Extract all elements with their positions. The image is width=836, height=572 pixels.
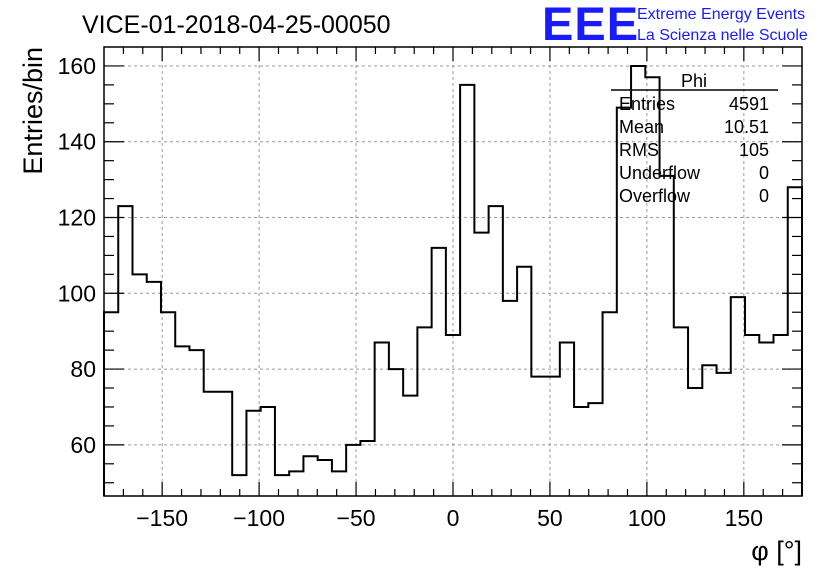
plot-frame xyxy=(103,46,803,497)
x-axis-label: φ [°] xyxy=(751,536,802,566)
y-tick-label: 80 xyxy=(70,356,96,382)
stats-box: Phi Entries 4591 Mean 10.51 RMS 105 Underflow 0… xyxy=(611,71,778,206)
histogram-bin xyxy=(204,392,218,496)
stats-row-value: 105 xyxy=(739,140,769,160)
histogram-bin xyxy=(745,335,759,496)
histogram-bin xyxy=(147,282,161,496)
histogram-bin xyxy=(489,206,503,496)
y-tick-label: 100 xyxy=(58,280,96,306)
stats-row-label: Mean xyxy=(619,117,664,137)
histogram-bin xyxy=(574,407,588,496)
stats-row-label: RMS xyxy=(619,140,659,160)
grid-lines xyxy=(104,47,802,496)
logo-line2: La Scienza nelle Scuole xyxy=(637,27,808,44)
stats-row-value: 4591 xyxy=(729,94,769,114)
histogram-bin xyxy=(717,373,731,496)
histogram-outline xyxy=(103,64,803,496)
histogram-bin xyxy=(788,187,802,496)
histogram-bin xyxy=(318,460,332,496)
histogram-bin xyxy=(603,312,617,496)
histogram-bin xyxy=(132,274,146,496)
histogram-bin xyxy=(731,297,745,496)
stats-row-label: Overflow xyxy=(619,186,691,206)
histogram-series xyxy=(103,64,803,496)
histogram-bin xyxy=(688,388,702,496)
histogram-bin xyxy=(360,441,374,496)
histogram-bin xyxy=(389,369,403,496)
histogram-bin xyxy=(531,377,545,496)
x-tick-label: 150 xyxy=(725,505,763,531)
histogram-bin xyxy=(289,471,303,496)
y-tick-label: 140 xyxy=(58,129,96,155)
stats-row-label: Entries xyxy=(619,94,675,114)
y-tick-labels: 60 80 100 120 140 160 xyxy=(58,53,96,458)
x-tick-labels: −150 −100 −50 0 50 100 150 xyxy=(136,505,763,531)
histogram-bin xyxy=(517,267,531,496)
stats-row-value: 0 xyxy=(759,163,769,183)
histogram-bin xyxy=(303,456,317,496)
y-axis-label: Entries/bin xyxy=(18,47,48,175)
histogram-bin xyxy=(460,85,474,496)
histogram-bin xyxy=(432,248,446,496)
x-tick-label: 50 xyxy=(537,505,563,531)
y-tick-label: 60 xyxy=(70,432,96,458)
stats-title: Phi xyxy=(681,71,707,91)
y-tick-label: 120 xyxy=(58,205,96,231)
chart-title: VICE-01-2018-04-25-00050 xyxy=(82,11,391,39)
histogram-bin xyxy=(261,407,275,496)
histogram-bin xyxy=(702,365,716,496)
histogram-bin xyxy=(375,343,389,496)
histogram-bin xyxy=(403,396,417,496)
histogram-bin xyxy=(332,471,346,496)
logo-mark: EEE xyxy=(542,0,639,50)
y-tick-label: 160 xyxy=(58,53,96,79)
x-tick-label: −150 xyxy=(136,505,188,531)
histogram-bin xyxy=(104,312,118,496)
histogram-bin xyxy=(417,327,431,496)
histogram-bin xyxy=(161,312,175,496)
histogram-bin xyxy=(275,475,289,496)
x-tick-label: 100 xyxy=(628,505,666,531)
histogram-bin xyxy=(774,335,788,496)
histogram-bin xyxy=(474,233,488,496)
histogram-bin xyxy=(588,403,602,496)
stats-row-value: 10.51 xyxy=(724,117,769,137)
histogram-bin xyxy=(503,301,517,496)
histogram-bin xyxy=(218,392,232,496)
stats-row-value: 0 xyxy=(759,186,769,206)
stats-row-label: Underflow xyxy=(619,163,701,183)
histogram-bin xyxy=(118,206,132,496)
x-tick-label: 0 xyxy=(447,505,460,531)
axis-ticks xyxy=(104,47,802,496)
histogram-bin xyxy=(546,377,560,496)
histogram-bin xyxy=(346,445,360,496)
logo-line1: Extreme Energy Events xyxy=(637,6,805,23)
histogram-bin xyxy=(660,176,674,496)
x-tick-label: −100 xyxy=(233,505,285,531)
x-tick-label: −50 xyxy=(337,505,376,531)
histogram-bin xyxy=(189,350,203,496)
histogram-bin xyxy=(674,327,688,496)
histogram-bin xyxy=(560,343,574,496)
histogram-bin xyxy=(759,343,773,496)
